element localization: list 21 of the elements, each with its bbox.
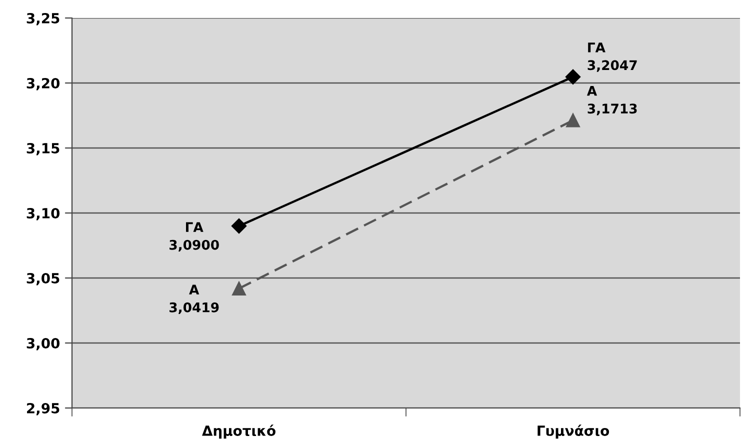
- point: [231, 218, 247, 234]
- point: [566, 113, 580, 128]
- text: Α: [189, 284, 200, 294]
- y-tick-label: 3,05: [26, 272, 60, 286]
- data-label: 3,2047: [588, 60, 637, 72]
- y-tick-label: 3,00: [26, 338, 60, 350]
- y-tick-label: 3,10: [26, 208, 60, 220]
- y-tick-label: 3,20: [26, 78, 60, 90]
- data-label: 3,1713: [588, 104, 637, 116]
- y-tick-label: 3,15: [26, 142, 60, 156]
- series-label: Α: [586, 86, 598, 96]
- series-label: ΓΑ: [588, 42, 606, 52]
- data-label: 3,0900: [170, 240, 219, 252]
- point: [232, 282, 246, 296]
- text: ΓΑ: [186, 222, 204, 232]
- y-tick-label: 3,25: [26, 12, 60, 26]
- x-tick-label: Γυμνάσιο: [538, 424, 610, 439]
- y-tick-label: 2,95: [27, 402, 60, 416]
- x-tick-label: Δημοτικό: [202, 424, 276, 439]
- data-label: 3,0419: [170, 302, 219, 314]
- point: [565, 69, 581, 84]
